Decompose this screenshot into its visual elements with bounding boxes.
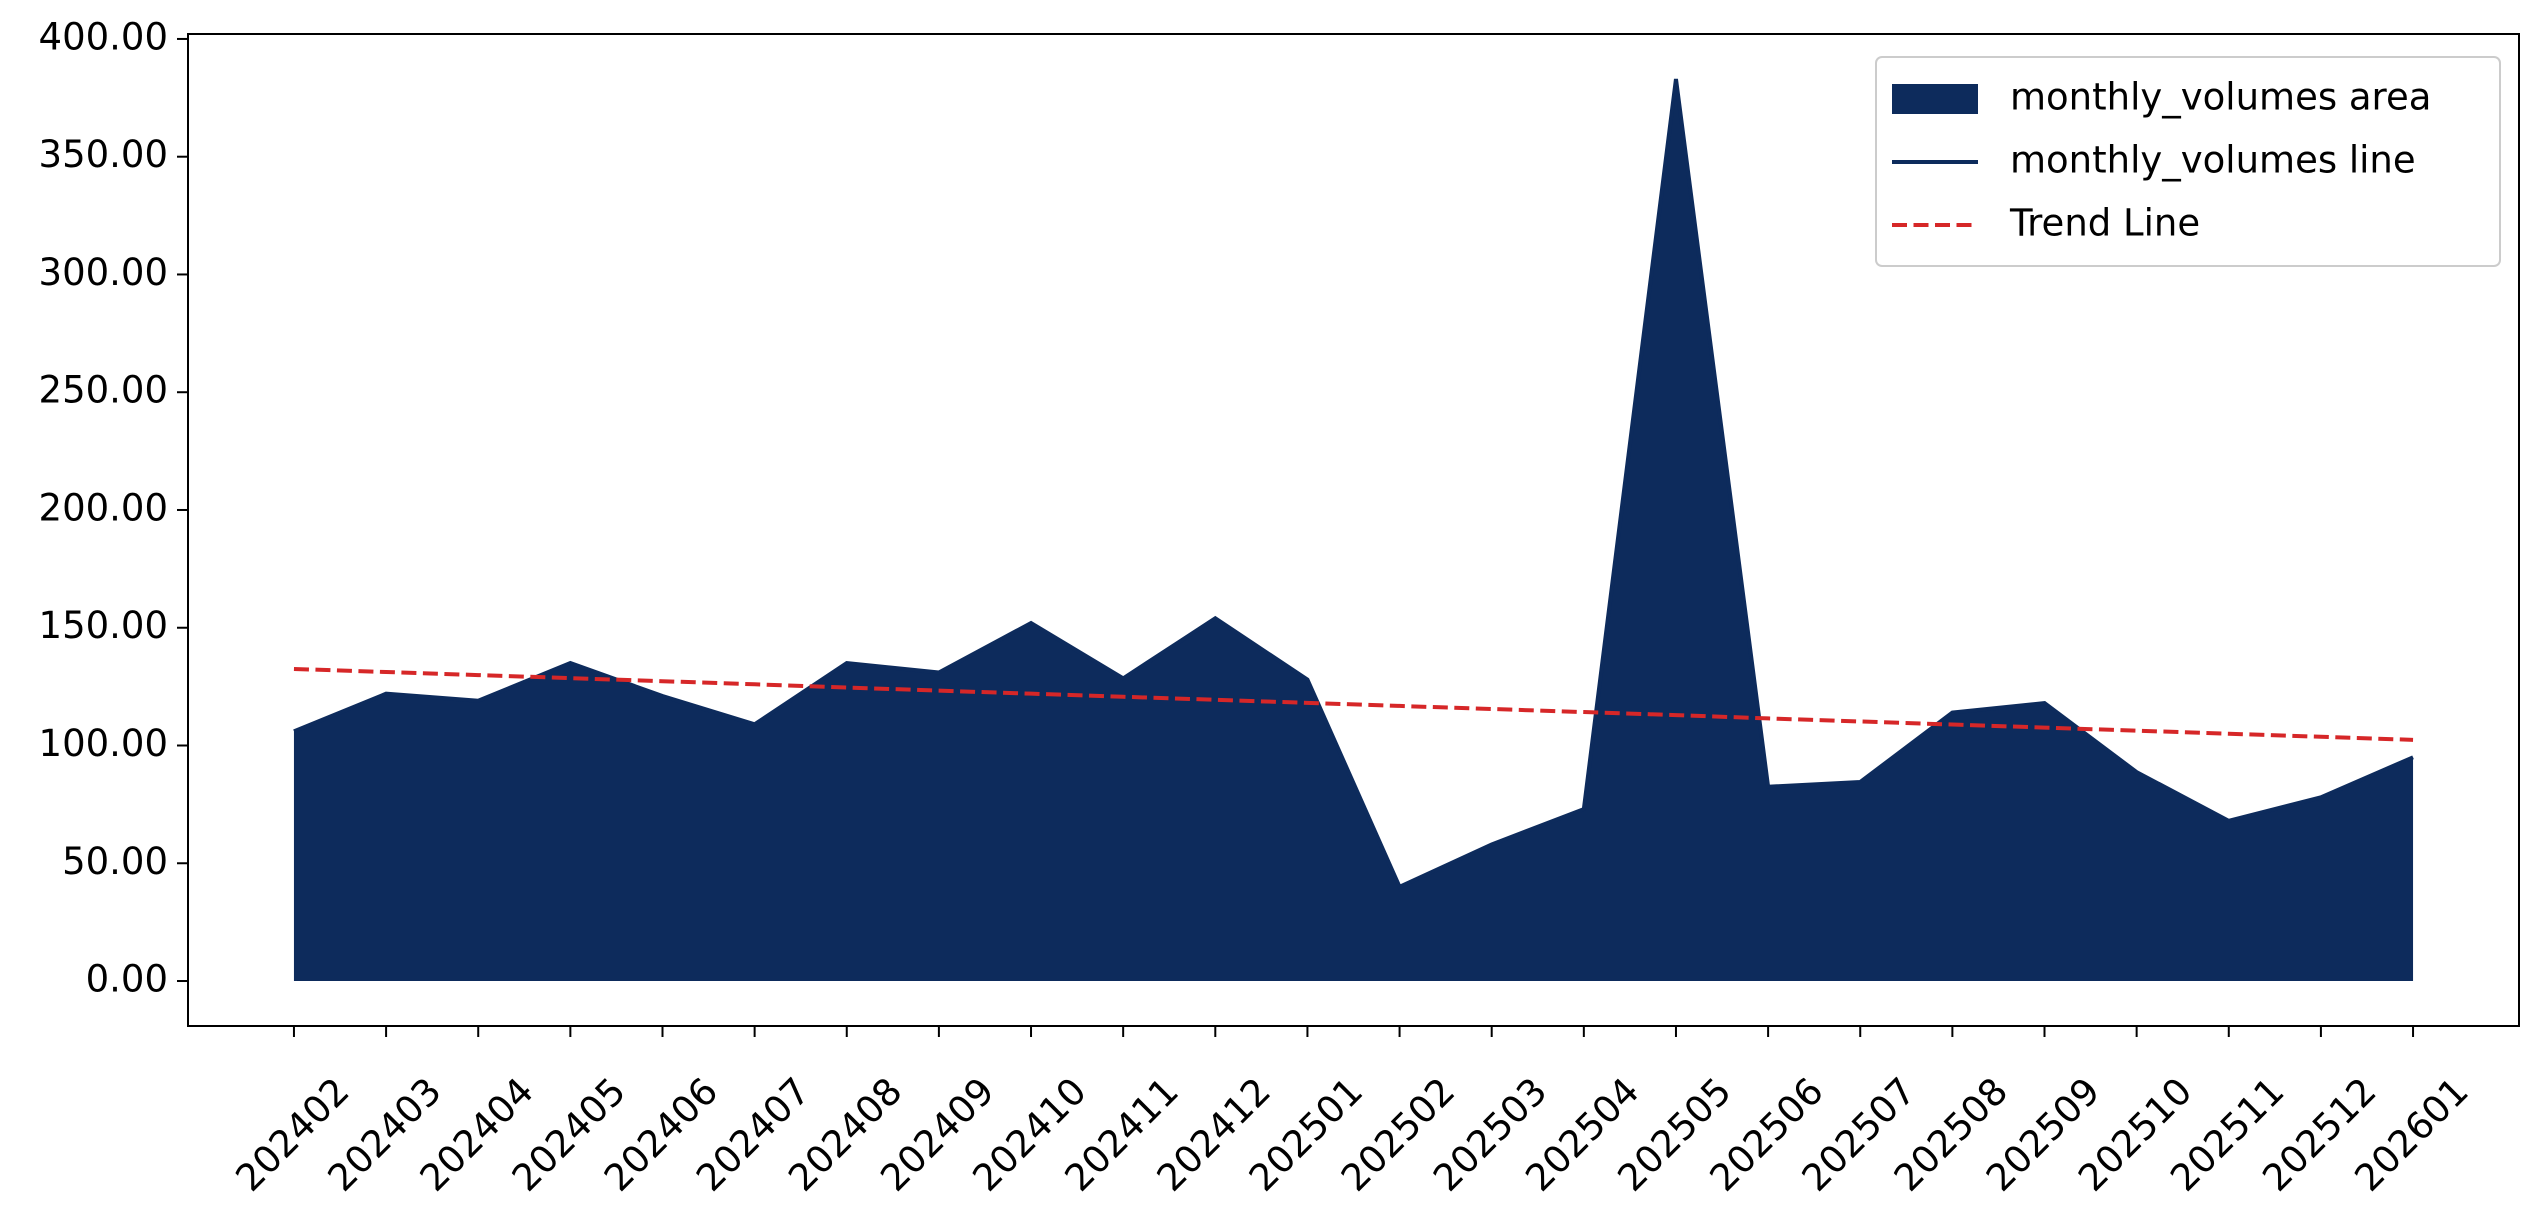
y-tick-label: 150.00 (39, 604, 168, 647)
legend-label: monthly_volumes area (2010, 76, 2431, 119)
legend-box (1875, 56, 2501, 267)
legend-label: Trend Line (2009, 202, 2200, 245)
y-tick-label: 350.00 (39, 133, 168, 176)
y-tick-label: 50.00 (62, 840, 168, 883)
area (293, 78, 2414, 982)
y-tick-label: 250.00 (39, 369, 168, 412)
trend-line (293, 666, 2414, 742)
y-tick-label: 300.00 (39, 251, 168, 294)
y-tick-label: 200.00 (39, 486, 168, 529)
line (293, 78, 2414, 890)
y-tick-label: 100.00 (39, 722, 168, 765)
y-tick-label: 400.00 (39, 15, 168, 58)
y-tick-label: 0.00 (86, 958, 168, 1001)
legend-label: monthly_volumes line (2010, 139, 2416, 182)
plot-frame (187, 33, 2520, 1027)
legend-swatch (1892, 84, 1978, 114)
